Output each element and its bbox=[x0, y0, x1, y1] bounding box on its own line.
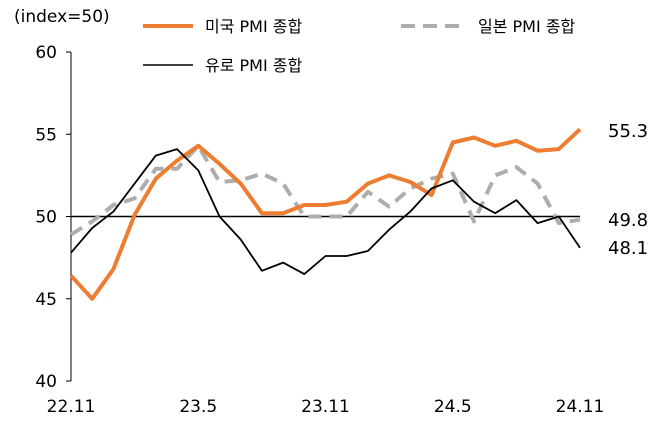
x-tick-label: 23.11 bbox=[301, 397, 350, 417]
series-layer bbox=[69, 127, 582, 301]
y-tick-label: 45 bbox=[35, 290, 57, 310]
x-tick-label: 22.11 bbox=[47, 397, 96, 417]
series-line-euro bbox=[70, 148, 581, 276]
legend-label-japan: 일본 PMI 종합 bbox=[478, 17, 576, 36]
x-tick-label: 24.5 bbox=[434, 397, 472, 417]
legend-label-us: 미국 PMI 종합 bbox=[205, 17, 303, 36]
series-line-japan bbox=[69, 143, 581, 237]
x-ticks: 22.11 23.5 23.11 24.5 24.11 bbox=[47, 397, 605, 417]
end-label-us: 55.3 bbox=[608, 121, 648, 142]
y-ticks: 40 45 50 55 60 bbox=[35, 43, 71, 392]
end-label-japan: 49.8 bbox=[608, 210, 648, 231]
y-tick-label: 55 bbox=[35, 125, 57, 145]
legend-label-euro: 유로 PMI 종합 bbox=[205, 56, 303, 75]
x-tick-label: 23.5 bbox=[179, 397, 217, 417]
end-label-euro: 48.1 bbox=[608, 238, 648, 259]
y-tick-label: 60 bbox=[35, 43, 57, 63]
y-unit-label: (index=50) bbox=[14, 7, 110, 27]
legend: 미국 PMI 종합 일본 PMI 종합 유로 PMI 종합 bbox=[143, 17, 576, 75]
y-tick-label: 50 bbox=[35, 208, 57, 228]
y-tick-label: 40 bbox=[35, 372, 57, 392]
series-line-us bbox=[69, 127, 582, 301]
x-tick-label: 24.11 bbox=[556, 397, 605, 417]
